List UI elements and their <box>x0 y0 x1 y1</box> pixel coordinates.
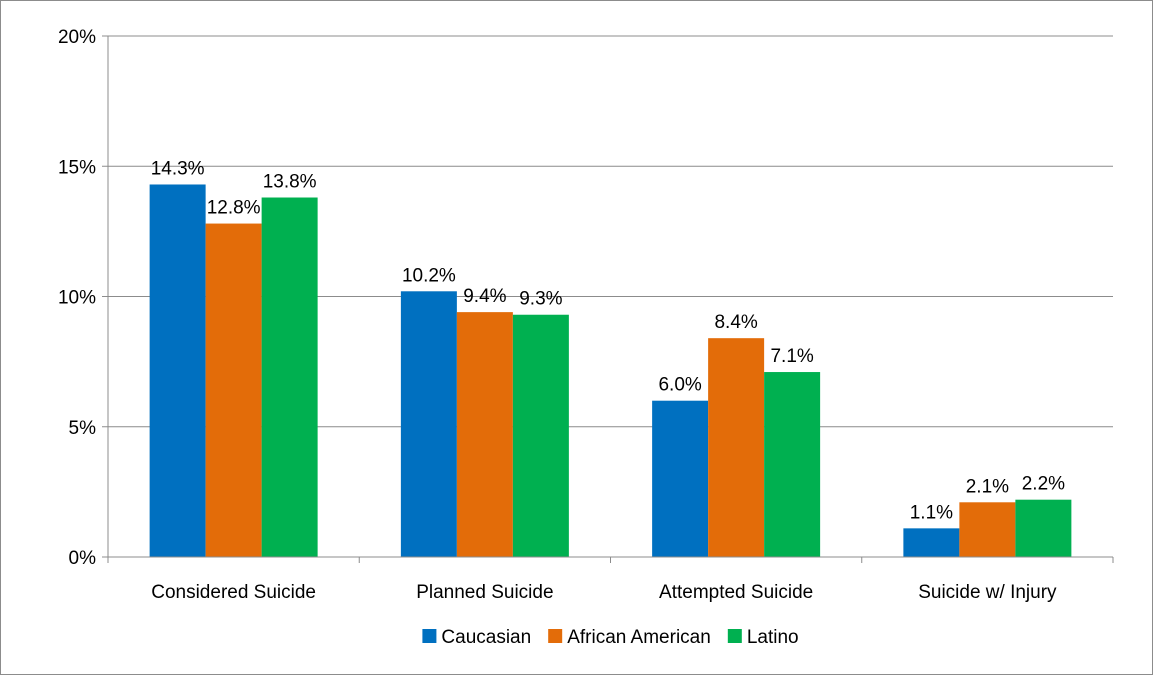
data-labels: 14.3%12.8%13.8% 10.2% 9.4% 9.3% 6.0% 8.4% 7.1%… <box>151 158 1065 523</box>
axes <box>102 35 1114 563</box>
bar <box>652 400 709 557</box>
y-tick-label: 15% <box>58 157 96 178</box>
bar <box>205 223 262 557</box>
legend-label: Caucasian <box>441 627 531 648</box>
data-label: 13.8% <box>263 172 317 193</box>
data-label: 1.1% <box>910 502 953 523</box>
legend-swatch <box>548 629 563 643</box>
category-label: Suicide w/ Injury <box>918 582 1057 603</box>
y-tick-label: 20% <box>58 27 96 48</box>
category-label: Attempted Suicide <box>659 582 813 603</box>
bar <box>764 372 821 557</box>
data-label: 14.3% <box>151 158 205 179</box>
data-label: 6.0% <box>658 375 701 396</box>
legend-label: African American <box>567 627 711 648</box>
bar <box>903 528 960 557</box>
bars <box>149 184 1072 558</box>
y-tick-label: 10% <box>58 288 96 309</box>
data-label: 10.2% <box>402 265 456 286</box>
bar <box>261 197 318 557</box>
data-label: 9.4% <box>463 286 506 307</box>
data-label: 2.1% <box>966 476 1009 497</box>
bar <box>456 312 513 557</box>
data-label: 7.1% <box>770 346 813 367</box>
category-labels: Considered Suicide Planned Suicide Attempt… <box>151 582 1057 603</box>
y-tick-label: 5% <box>69 418 97 439</box>
bar <box>400 291 457 557</box>
data-label: 12.8% <box>207 198 261 219</box>
bar <box>1015 499 1072 557</box>
category-label: Considered Suicide <box>151 582 316 603</box>
bar <box>708 338 765 557</box>
category-label: Planned Suicide <box>416 582 553 603</box>
data-label: 2.2% <box>1022 474 1065 495</box>
bar <box>959 502 1016 557</box>
legend: Caucasian African American Latino <box>422 627 799 648</box>
data-label: 8.4% <box>714 312 757 333</box>
bar <box>512 314 569 557</box>
y-axis-tick-labels: 0% 5% 10% 15% 20% <box>58 27 96 569</box>
data-label: 9.3% <box>519 289 562 310</box>
legend-label: Latino <box>747 627 799 648</box>
legend-swatch <box>422 629 437 643</box>
legend-swatch <box>727 629 742 643</box>
bar <box>149 184 206 558</box>
y-tick-label: 0% <box>69 548 97 569</box>
